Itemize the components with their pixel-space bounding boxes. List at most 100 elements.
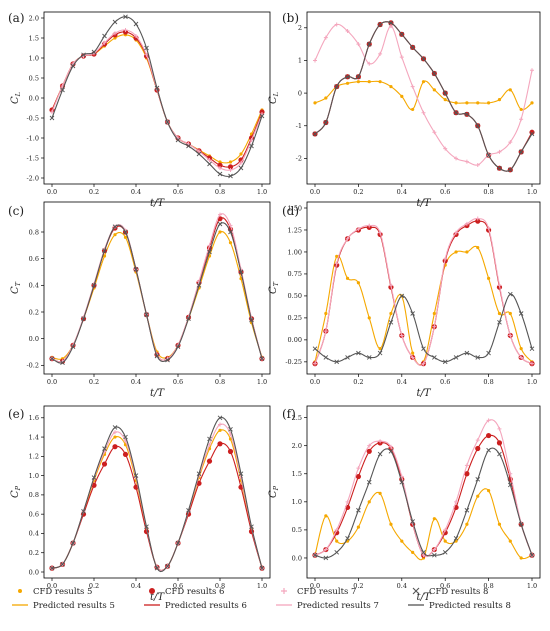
cfd-marker-8 [486, 350, 491, 356]
cfd-marker-8 [102, 248, 107, 253]
y-tick-label: 0.50 [288, 292, 302, 300]
predicted-line-8 [314, 293, 533, 363]
cfd-marker-8 [497, 319, 502, 325]
legend-label: Predicted results 6 [165, 601, 247, 611]
cfd-marker-8 [323, 120, 329, 125]
cfd-marker-8 [529, 552, 535, 558]
cfd-marker-8 [399, 293, 405, 299]
cfd-marker-8 [238, 269, 244, 275]
panel-label: (a) [8, 11, 25, 25]
cfd-marker-7 [432, 324, 437, 329]
y-tick-label: 1.0 [29, 472, 39, 480]
cfd-marker-8 [123, 434, 128, 440]
legend-label: CFD results 6 [165, 587, 224, 597]
cfd-marker-7 [508, 333, 513, 338]
cfd-marker-7 [367, 61, 372, 66]
cfd-marker-8 [518, 311, 524, 316]
predicted-line-7 [314, 23, 533, 166]
y-tick-label: -0.25 [285, 358, 302, 366]
cfd-marker-5 [497, 311, 502, 316]
cfd-marker-5 [530, 101, 534, 105]
cfd-marker-7 [249, 138, 254, 142]
legend-label: Predicted results 5 [33, 601, 115, 611]
cfd-marker-8 [442, 359, 448, 365]
cfd-marker-8 [133, 473, 139, 478]
cfd-marker-5 [465, 522, 469, 526]
cfd-marker-7 [454, 230, 459, 235]
y-tick-label: -1.5 [26, 154, 39, 162]
cfd-marker-8 [345, 74, 350, 80]
cfd-marker-7 [388, 444, 393, 449]
x-axis-label: t/T [416, 198, 431, 209]
cfd-marker-6 [496, 440, 503, 446]
cfd-marker-5 [454, 101, 458, 105]
cfd-marker-8 [238, 471, 244, 477]
cfd-marker-8 [91, 475, 97, 480]
cfd-marker-7 [388, 283, 393, 288]
cfd-marker-5 [356, 80, 360, 84]
cfd-marker-5 [345, 276, 350, 280]
cfd-marker-8 [334, 550, 340, 555]
cfd-marker-8 [442, 550, 448, 555]
y-axis-label: CP [10, 485, 22, 498]
cfd-marker-7 [113, 31, 117, 36]
cfd-marker-8 [186, 507, 191, 513]
y-tick-label: 0.8 [29, 491, 39, 499]
legend-item: CFD results 6 [149, 587, 224, 597]
legend: CFD results 5 Predicted results 5 CFD resu… [12, 587, 511, 611]
cfd-marker-6 [217, 441, 223, 447]
x-tick-label: 1.0 [257, 582, 267, 590]
cfd-marker-7 [207, 442, 212, 447]
cfd-marker-8 [165, 563, 170, 569]
cfd-marker-5 [123, 235, 128, 239]
x-tick-label: 0.0 [47, 188, 57, 196]
cfd-marker-7 [432, 547, 437, 552]
cfd-marker-7 [486, 418, 491, 423]
y-tick-label: 0.75 [288, 270, 302, 278]
cfd-marker-5 [432, 517, 436, 521]
x-tick-label: 1.0 [527, 582, 537, 590]
cfd-marker-7 [218, 212, 222, 217]
cfd-marker-8 [323, 355, 329, 360]
y-tick-label: 1.25 [288, 226, 302, 234]
x-tick-label: 0.6 [440, 378, 450, 386]
cfd-marker-8 [356, 74, 361, 80]
y-tick-label: -0.5 [26, 114, 39, 122]
cfd-marker-8 [228, 229, 233, 235]
cfd-marker-7 [345, 236, 350, 241]
panel-label: (c) [8, 204, 24, 218]
y-axis-label-subscript: P [14, 485, 22, 491]
y-tick-label: 1.4 [29, 433, 39, 441]
cfd-marker-8 [432, 552, 437, 558]
cfd-marker-8 [259, 356, 265, 361]
cfd-marker-7 [410, 84, 415, 89]
cfd-marker-8 [102, 446, 107, 451]
cfd-marker-8 [259, 565, 265, 571]
legend-symbol [281, 588, 287, 594]
cfd-marker-8 [345, 355, 350, 360]
cfd-marker-7 [239, 160, 243, 165]
cfd-marker-5 [519, 347, 523, 351]
cfd-marker-5 [113, 233, 117, 237]
x-tick-label: 0.4 [397, 188, 407, 196]
cfd-marker-7 [378, 51, 383, 56]
cfd-marker-8 [453, 535, 459, 541]
cfd-marker-7 [134, 34, 138, 38]
cfd-marker-5 [367, 500, 371, 504]
cfd-marker-7 [497, 283, 502, 288]
plot-frame [43, 201, 271, 375]
legend-item: Predicted results 8 [408, 601, 511, 611]
x-tick-label: 0.8 [483, 378, 493, 386]
x-tick-label: 0.8 [215, 378, 225, 386]
cfd-marker-8 [410, 519, 415, 524]
cfd-marker-8 [217, 415, 223, 421]
cfd-marker-5 [313, 101, 317, 105]
cfd-marker-5 [411, 107, 415, 112]
cfd-marker-7 [530, 68, 534, 73]
cfd-marker-7 [508, 140, 513, 145]
cfd-marker-5 [432, 88, 436, 92]
cfd-marker-5 [400, 94, 404, 98]
cfd-marker-8 [529, 346, 535, 351]
cfd-marker-5 [443, 98, 447, 102]
cfd-marker-8 [49, 565, 55, 571]
